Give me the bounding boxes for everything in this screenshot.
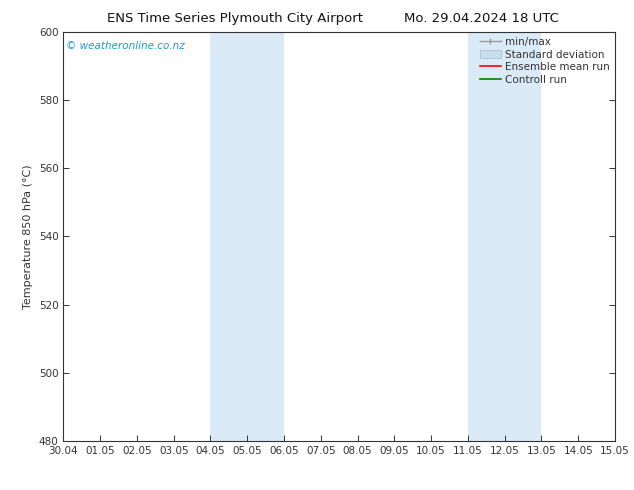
Bar bbox=[210, 32, 284, 441]
Legend: min/max, Standard deviation, Ensemble mean run, Controll run: min/max, Standard deviation, Ensemble me… bbox=[478, 35, 612, 87]
Text: Mo. 29.04.2024 18 UTC: Mo. 29.04.2024 18 UTC bbox=[404, 12, 559, 25]
Y-axis label: Temperature 850 hPa (°C): Temperature 850 hPa (°C) bbox=[23, 164, 33, 309]
Bar bbox=[468, 32, 541, 441]
Text: ENS Time Series Plymouth City Airport: ENS Time Series Plymouth City Airport bbox=[107, 12, 363, 25]
Text: © weatheronline.co.nz: © weatheronline.co.nz bbox=[66, 41, 185, 51]
